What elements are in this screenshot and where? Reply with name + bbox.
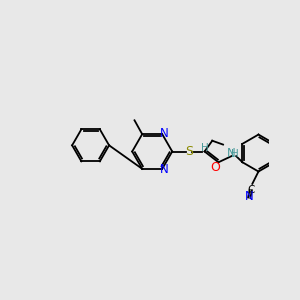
Text: H: H: [232, 149, 239, 159]
Text: S: S: [185, 145, 193, 158]
Text: N: N: [227, 147, 236, 160]
Text: N: N: [245, 190, 254, 203]
Text: H: H: [202, 143, 209, 153]
Text: N: N: [160, 163, 169, 176]
Text: C: C: [247, 185, 254, 195]
Text: N: N: [160, 127, 169, 140]
Text: O: O: [210, 161, 220, 174]
